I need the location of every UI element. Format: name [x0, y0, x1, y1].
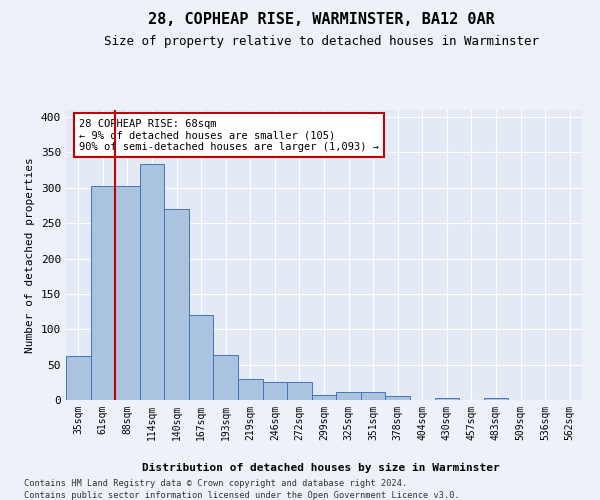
Y-axis label: Number of detached properties: Number of detached properties [25, 157, 35, 353]
Bar [484, 398, 508, 400]
Bar [66, 356, 91, 400]
Bar [287, 382, 312, 400]
Bar [263, 382, 287, 400]
Text: Size of property relative to detached houses in Warminster: Size of property relative to detached ho… [104, 35, 539, 48]
Bar [214, 354, 238, 400]
Text: Contains public sector information licensed under the Open Government Licence v3: Contains public sector information licen… [24, 491, 460, 500]
Bar [385, 396, 410, 400]
Bar [115, 186, 140, 400]
Text: Distribution of detached houses by size in Warminster: Distribution of detached houses by size … [142, 462, 500, 472]
Text: 28, COPHEAP RISE, WARMINSTER, BA12 0AR: 28, COPHEAP RISE, WARMINSTER, BA12 0AR [148, 12, 494, 28]
Bar [164, 209, 189, 400]
Bar [312, 395, 336, 400]
Bar [140, 164, 164, 400]
Bar [91, 186, 115, 400]
Bar [434, 398, 459, 400]
Bar [361, 392, 385, 400]
Bar [189, 315, 214, 400]
Text: 28 COPHEAP RISE: 68sqm
← 9% of detached houses are smaller (105)
90% of semi-det: 28 COPHEAP RISE: 68sqm ← 9% of detached … [79, 118, 379, 152]
Bar [238, 380, 263, 400]
Text: Contains HM Land Registry data © Crown copyright and database right 2024.: Contains HM Land Registry data © Crown c… [24, 479, 407, 488]
Bar [336, 392, 361, 400]
